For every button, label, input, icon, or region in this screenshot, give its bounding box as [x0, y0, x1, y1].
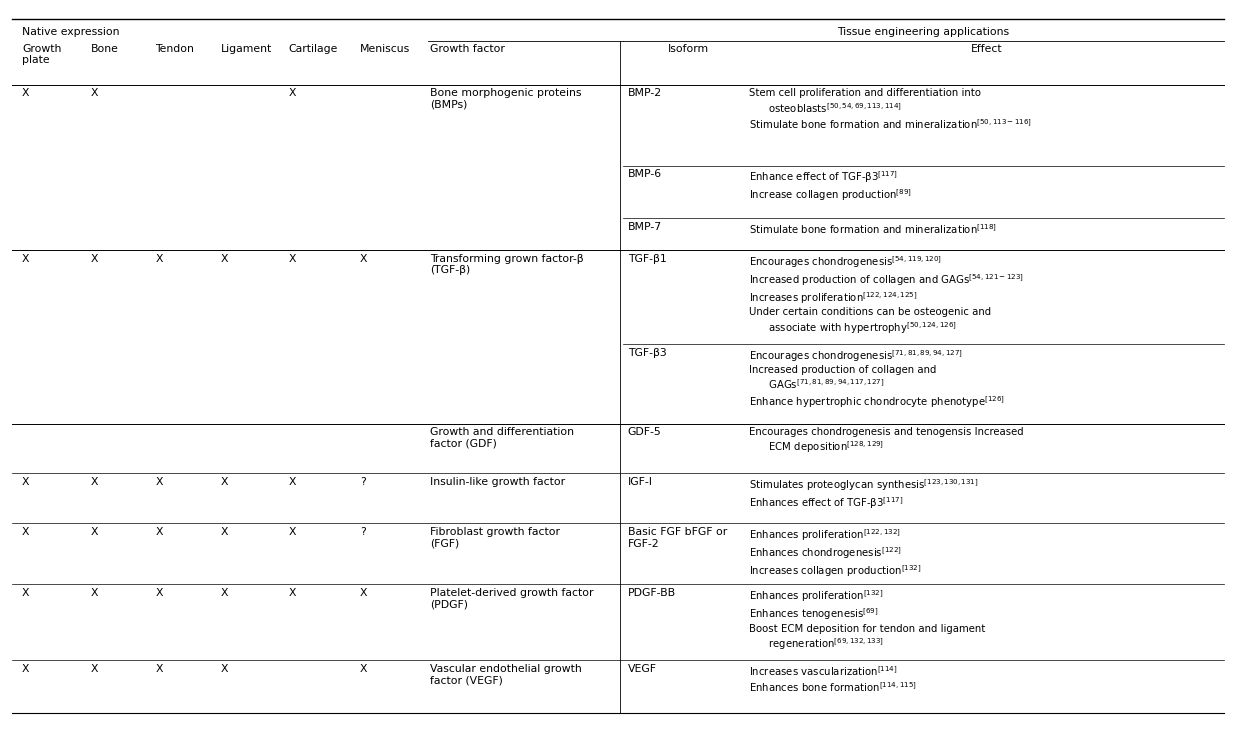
Text: Meniscus: Meniscus	[360, 44, 410, 53]
Text: X: X	[288, 588, 297, 598]
Text: Transforming grown factor-β
(TGF-β): Transforming grown factor-β (TGF-β)	[430, 254, 583, 275]
Text: X: X	[91, 88, 99, 98]
Text: X: X	[360, 664, 367, 674]
Text: X: X	[221, 477, 229, 488]
Text: Growth
plate: Growth plate	[22, 44, 62, 65]
Text: Tendon: Tendon	[156, 44, 194, 53]
Text: X: X	[22, 588, 30, 598]
Text: X: X	[221, 254, 229, 264]
Text: X: X	[91, 254, 99, 264]
Text: Platelet-derived growth factor
(PDGF): Platelet-derived growth factor (PDGF)	[430, 588, 593, 610]
Text: X: X	[91, 664, 99, 674]
Text: ?: ?	[360, 477, 366, 488]
Text: X: X	[156, 664, 163, 674]
Text: X: X	[288, 254, 297, 264]
Text: BMP-7: BMP-7	[628, 222, 661, 232]
Text: X: X	[22, 477, 30, 488]
Text: Increases vascularization$^{[114]}$
Enhances bone formation$^{[114,115]}$: Increases vascularization$^{[114]}$ Enha…	[749, 664, 917, 694]
Text: X: X	[360, 254, 367, 264]
Text: TGF-β1: TGF-β1	[628, 254, 666, 264]
Text: Enhance effect of TGF-β3$^{[117]}$
Increase collagen production$^{[89]}$: Enhance effect of TGF-β3$^{[117]}$ Incre…	[749, 170, 912, 203]
Text: X: X	[288, 527, 297, 537]
Text: X: X	[288, 88, 297, 98]
Text: Ligament: Ligament	[221, 44, 272, 53]
Text: Basic FGF bFGF or
FGF-2: Basic FGF bFGF or FGF-2	[628, 527, 727, 549]
Text: Enhances proliferation$^{[122,132]}$
Enhances chondrogenesis$^{[122]}$
Increases: Enhances proliferation$^{[122,132]}$ Enh…	[749, 527, 921, 579]
Text: X: X	[221, 588, 229, 598]
Text: X: X	[22, 527, 30, 537]
Text: BMP-2: BMP-2	[628, 88, 661, 98]
Text: X: X	[156, 477, 163, 488]
Text: X: X	[288, 477, 297, 488]
Text: PDGF-BB: PDGF-BB	[628, 588, 676, 598]
Text: X: X	[91, 527, 99, 537]
Text: BMP-6: BMP-6	[628, 170, 661, 179]
Text: Growth factor: Growth factor	[430, 44, 506, 53]
Text: GDF-5: GDF-5	[628, 427, 661, 437]
Text: Bone: Bone	[91, 44, 119, 53]
Text: X: X	[22, 88, 30, 98]
Text: X: X	[221, 527, 229, 537]
Text: X: X	[156, 254, 163, 264]
Text: IGF-I: IGF-I	[628, 477, 653, 488]
Text: Tissue engineering applications: Tissue engineering applications	[837, 26, 1010, 37]
Text: Cartilage: Cartilage	[288, 44, 337, 53]
Text: X: X	[360, 588, 367, 598]
Text: Stem cell proliferation and differentiation into
      osteoblasts$^{[50,54,69,1: Stem cell proliferation and differentiat…	[749, 88, 1032, 130]
Text: X: X	[22, 254, 30, 264]
Text: Bone morphogenic proteins
(BMPs): Bone morphogenic proteins (BMPs)	[430, 88, 582, 110]
Text: Encourages chondrogenesis$^{[71,81,89,94,127]}$
Increased production of collagen: Encourages chondrogenesis$^{[71,81,89,94…	[749, 348, 1005, 410]
Text: Growth and differentiation
factor (GDF): Growth and differentiation factor (GDF)	[430, 427, 575, 448]
Text: X: X	[91, 588, 99, 598]
Text: Effect: Effect	[970, 44, 1002, 53]
Text: Insulin-like growth factor: Insulin-like growth factor	[430, 477, 565, 488]
Text: X: X	[22, 664, 30, 674]
Text: Isoform: Isoform	[667, 44, 708, 53]
Text: Fibroblast growth factor
(FGF): Fibroblast growth factor (FGF)	[430, 527, 560, 549]
Text: Encourages chondrogenesis and tenogensis Increased
      ECM deposition$^{[128,1: Encourages chondrogenesis and tenogensis…	[749, 427, 1023, 455]
Text: VEGF: VEGF	[628, 664, 656, 674]
Text: X: X	[156, 527, 163, 537]
Text: TGF-β3: TGF-β3	[628, 348, 666, 358]
Text: X: X	[221, 664, 229, 674]
Text: Stimulates proteoglycan synthesis$^{[123,130,131]}$
Enhances effect of TGF-β3$^{: Stimulates proteoglycan synthesis$^{[123…	[749, 477, 979, 512]
Text: Enhances proliferation$^{[132]}$
Enhances tenogenesis$^{[69]}$
Boost ECM deposit: Enhances proliferation$^{[132]}$ Enhance…	[749, 588, 985, 652]
Text: X: X	[156, 588, 163, 598]
Text: Vascular endothelial growth
factor (VEGF): Vascular endothelial growth factor (VEGF…	[430, 664, 582, 686]
Text: X: X	[91, 477, 99, 488]
Text: Stimulate bone formation and mineralization$^{[118]}$: Stimulate bone formation and mineralizat…	[749, 222, 997, 236]
Text: Native expression: Native expression	[22, 26, 120, 37]
Text: Encourages chondrogenesis$^{[54,119,120]}$
Increased production of collagen and : Encourages chondrogenesis$^{[54,119,120]…	[749, 254, 1023, 335]
Text: ?: ?	[360, 527, 366, 537]
